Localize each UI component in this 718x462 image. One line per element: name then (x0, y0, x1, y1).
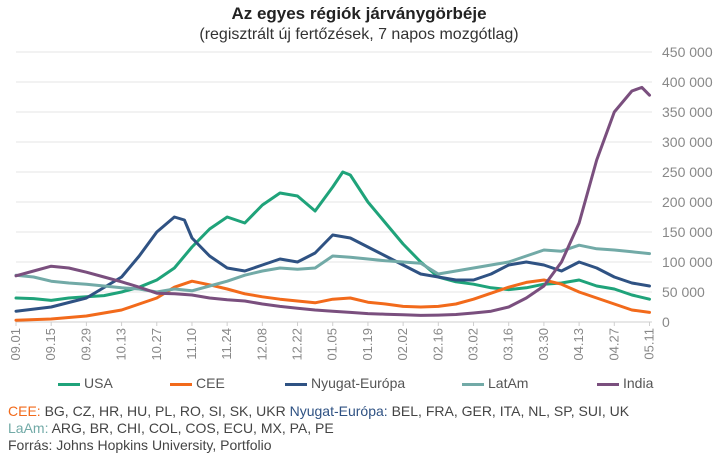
y-tick-label: 150 000 (662, 224, 713, 240)
nyugat-europa-countries: BEL, FRA, GER, ITA, NL, SP, SUI, UK (387, 403, 630, 419)
x-tick-label: 03.30 (536, 328, 551, 361)
x-tick-label: 11.24 (219, 328, 234, 360)
laam-countries: ARG, BR, CHI, COL, COS, ECU, MX, PA, PE (48, 420, 334, 436)
x-axis-tick-labels: 09.01 09.15 09.29 10.13 10.27 11.10 11.24 12.08… (8, 322, 656, 361)
x-tick-label: 12.22 (290, 328, 305, 361)
x-tick-label: 04.27 (606, 328, 621, 361)
y-tick-label: 50 000 (662, 284, 705, 300)
series-line-latam (14, 243, 651, 294)
legend-item-usa: USA (58, 375, 113, 391)
y-tick-label: 100 000 (662, 254, 713, 270)
x-tick-label: 03.16 (501, 328, 516, 361)
chart-legend: USA CEE Nyugat-Európa LatAm India (0, 375, 718, 393)
legend-label: LatAm (488, 375, 529, 391)
legend-label: CEE (196, 375, 225, 391)
chart-title: Az egyes régiók járványgörbéje (231, 4, 487, 23)
legend-label: USA (84, 375, 113, 391)
legend-label: India (623, 375, 654, 391)
x-tick-label: 09.15 (43, 328, 58, 361)
series-line-nyugat-eur-pa (14, 215, 651, 313)
legend-item-nyugat-eur-pa: Nyugat-Európa (285, 375, 405, 391)
legend-item-cee: CEE (170, 375, 225, 391)
x-tick-label: 04.13 (571, 328, 586, 361)
x-tick-label: 05.11 (641, 328, 656, 360)
legend-swatch (462, 382, 484, 386)
x-tick-label: 02.02 (395, 328, 410, 361)
chart-subtitle: (regisztrált új fertőzések, 7 napos mozg… (199, 26, 519, 43)
legend-swatch (58, 382, 80, 386)
chart-notes: CEE: BG, CZ, HR, HU, PL, RO, SI, SK, UKR… (8, 403, 629, 454)
series-line-usa (14, 170, 651, 302)
source-note: Forrás: Johns Hopkins University, Portfo… (8, 437, 272, 453)
x-tick-label: 11.10 (184, 328, 199, 360)
y-tick-label: 200 000 (662, 194, 713, 210)
y-tick-label: 350 000 (662, 104, 713, 120)
x-tick-label: 02.16 (430, 328, 445, 361)
series-line-cee (14, 278, 651, 322)
y-tick-label: 300 000 (662, 134, 713, 150)
x-tick-label: 10.27 (149, 328, 164, 361)
region-definitions-line-1: CEE: BG, CZ, HR, HU, PL, RO, SI, SK, UKR… (8, 403, 629, 420)
x-tick-label: 10.13 (114, 328, 129, 361)
y-tick-label: 450 000 (662, 44, 713, 60)
cee-countries: BG, CZ, HR, HU, PL, RO, SI, SK, UKR (40, 403, 290, 419)
legend-label: Nyugat-Európa (311, 375, 406, 391)
x-tick-label: 09.29 (78, 328, 93, 361)
x-tick-label: 12.08 (254, 328, 269, 361)
region-definitions-line-2: LaAm: ARG, BR, CHI, COL, COS, ECU, MX, P… (8, 420, 629, 437)
legend-item-latam: LatAm (462, 375, 528, 391)
legend-swatch (170, 382, 192, 386)
y-tick-label: 0 (662, 314, 670, 330)
legend-swatch (597, 382, 619, 386)
y-tick-label: 400 000 (662, 74, 713, 90)
legend-swatch (285, 382, 307, 386)
laam-label: LaAm: (8, 420, 49, 436)
series-lines (14, 85, 651, 322)
x-tick-label: 09.01 (8, 328, 23, 361)
y-tick-label: 250 000 (662, 164, 713, 180)
x-tick-label: 01.19 (360, 328, 375, 361)
x-tick-label: 01.05 (325, 328, 340, 361)
cee-label: CEE: (8, 403, 41, 419)
nyugat-europa-label: Nyugat-Európa: (289, 403, 388, 419)
legend-item-india: India (597, 375, 653, 391)
x-tick-label: 03.02 (466, 328, 481, 361)
y-axis-tick-labels: 0 50 000 100 000 150 000 200 000 250 000 300 0… (662, 44, 713, 330)
series-line-india (14, 85, 651, 317)
